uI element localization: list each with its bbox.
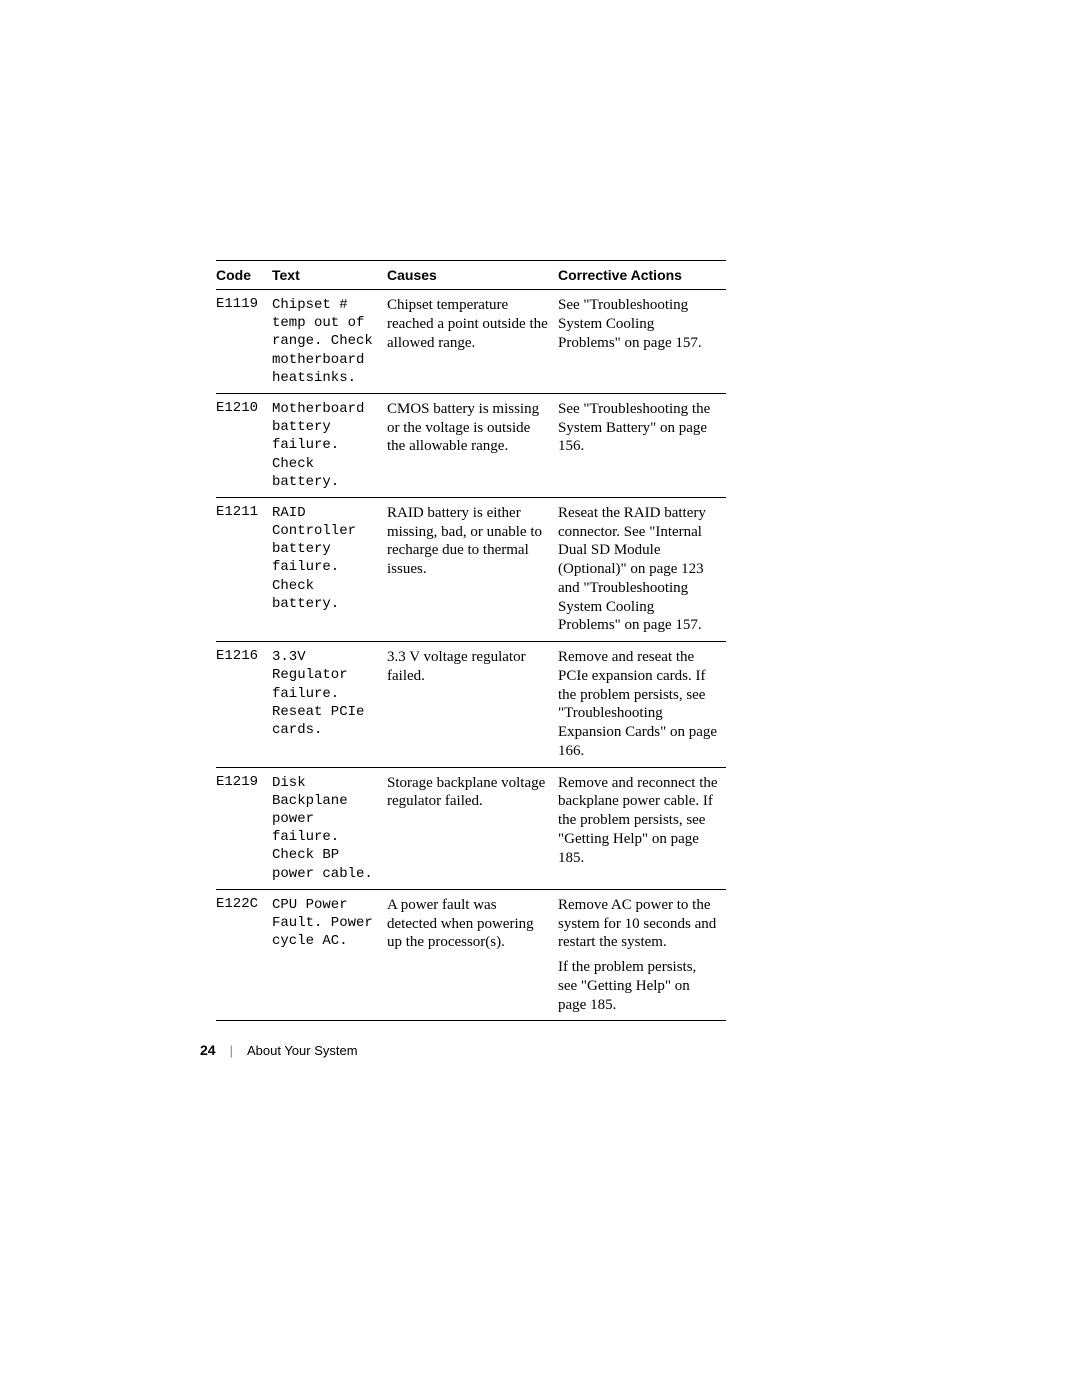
table-row: E122CCPU Power Fault. Power cycle AC.A p… [216,889,726,1021]
cell-corrective: Remove and reseat the PCIe expansion car… [558,642,726,768]
corrective-paragraph: See "Troubleshooting the System Battery"… [558,400,718,456]
corrective-paragraph: If the problem persists, see "Getting He… [558,958,718,1014]
cell-code: E122C [216,889,272,1021]
th-causes: Causes [387,261,558,290]
cell-text: 3.3V Regulator failure. Reseat PCIe card… [272,642,387,768]
corrective-paragraph: Reseat the RAID battery connector. See "… [558,504,718,635]
th-text: Text [272,261,387,290]
cell-text: CPU Power Fault. Power cycle AC. [272,889,387,1021]
th-code: Code [216,261,272,290]
cell-causes: A power fault was detected when powering… [387,889,558,1021]
cell-corrective: Reseat the RAID battery connector. See "… [558,497,726,641]
cell-code: E1119 [216,290,272,394]
cell-corrective: Remove and reconnect the backplane power… [558,767,726,889]
table-row: E1211RAID Controller battery failure. Ch… [216,497,726,641]
cell-corrective: See "Troubleshooting the System Battery"… [558,393,726,497]
cell-causes: 3.3 V voltage regulator failed. [387,642,558,768]
status-code-table: Code Text Causes Corrective Actions E111… [216,260,726,1021]
document-page: Code Text Causes Corrective Actions E111… [0,0,1080,1397]
cell-text: Motherboard battery failure. Check batte… [272,393,387,497]
page-number: 24 [200,1042,216,1058]
cell-code: E1219 [216,767,272,889]
page-footer: 24 | About Your System [200,1042,358,1058]
cell-text: RAID Controller battery failure. Check b… [272,497,387,641]
cell-code: E1210 [216,393,272,497]
footer-section-title: About Your System [247,1043,358,1058]
corrective-paragraph: Remove AC power to the system for 10 sec… [558,896,718,952]
footer-separator: | [230,1043,233,1058]
corrective-paragraph: Remove and reseat the PCIe expansion car… [558,648,718,761]
cell-code: E1211 [216,497,272,641]
table-row: E1210Motherboard battery failure. Check … [216,393,726,497]
table-row: E1119Chipset # temp out of range. Check … [216,290,726,394]
cell-corrective: Remove AC power to the system for 10 sec… [558,889,726,1021]
th-corrective: Corrective Actions [558,261,726,290]
table-row: E12163.3V Regulator failure. Reseat PCIe… [216,642,726,768]
cell-causes: Storage backplane voltage regulator fail… [387,767,558,889]
cell-text: Chipset # temp out of range. Check mothe… [272,290,387,394]
cell-code: E1216 [216,642,272,768]
cell-causes: Chipset temperature reached a point outs… [387,290,558,394]
cell-text: Disk Backplane power failure. Check BP p… [272,767,387,889]
cell-causes: RAID battery is either missing, bad, or … [387,497,558,641]
table-header-row: Code Text Causes Corrective Actions [216,261,726,290]
table-row: E1219Disk Backplane power failure. Check… [216,767,726,889]
corrective-paragraph: Remove and reconnect the backplane power… [558,774,718,868]
cell-corrective: See "Troubleshooting System Cooling Prob… [558,290,726,394]
cell-causes: CMOS battery is missing or the voltage i… [387,393,558,497]
status-code-table-wrap: Code Text Causes Corrective Actions E111… [216,260,726,1021]
corrective-paragraph: See "Troubleshooting System Cooling Prob… [558,296,718,352]
